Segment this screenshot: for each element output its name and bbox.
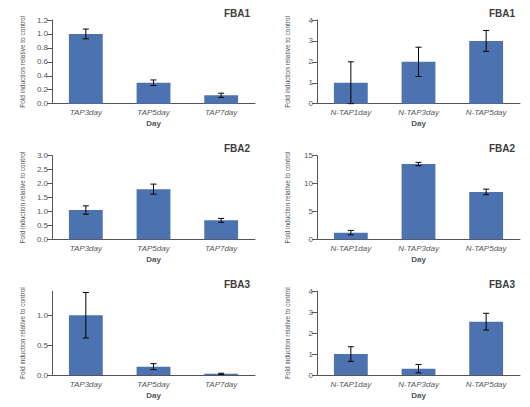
svg-text:3: 3 <box>309 36 314 45</box>
svg-text:TAP3day: TAP3day <box>70 108 103 117</box>
svg-text:1.2: 1.2 <box>37 16 49 25</box>
svg-text:Fold induction relative to con: Fold induction relative to control <box>284 151 291 243</box>
svg-text:0.6: 0.6 <box>37 57 49 66</box>
svg-text:FBA3: FBA3 <box>489 279 516 290</box>
svg-text:FBA3: FBA3 <box>224 279 251 290</box>
svg-text:2.5: 2.5 <box>37 165 49 174</box>
svg-text:N-TAP5day: N-TAP5day <box>466 244 508 253</box>
svg-text:FBA2: FBA2 <box>224 143 251 154</box>
svg-text:TAP5day: TAP5day <box>137 380 170 389</box>
svg-text:Day: Day <box>146 119 161 128</box>
svg-text:TAP5day: TAP5day <box>137 244 170 253</box>
svg-text:Day: Day <box>411 119 426 128</box>
svg-text:10: 10 <box>304 179 313 188</box>
svg-text:0.5: 0.5 <box>37 341 49 350</box>
svg-text:Fold induction relative to con: Fold induction relative to control <box>19 15 26 107</box>
svg-text:TAP7day: TAP7day <box>205 380 238 389</box>
svg-text:5: 5 <box>309 207 314 216</box>
svg-text:Fold induction relative to con: Fold induction relative to control <box>284 15 291 107</box>
svg-text:Fold induction relative to con: Fold induction relative to control <box>284 287 291 379</box>
svg-text:TAP5day: TAP5day <box>137 108 170 117</box>
svg-text:Day: Day <box>411 391 426 400</box>
svg-text:4: 4 <box>309 16 314 25</box>
svg-text:4: 4 <box>309 287 314 296</box>
svg-text:1.0: 1.0 <box>37 207 49 216</box>
svg-text:0.0: 0.0 <box>37 99 49 108</box>
svg-text:Day: Day <box>146 391 161 400</box>
svg-text:N-TAP1day: N-TAP1day <box>330 108 372 117</box>
svg-text:TAP7day: TAP7day <box>205 108 238 117</box>
svg-text:2: 2 <box>309 329 314 338</box>
svg-text:0.5: 0.5 <box>37 221 49 230</box>
svg-text:0.0: 0.0 <box>37 371 49 380</box>
svg-text:N-TAP3day: N-TAP3day <box>398 244 440 253</box>
svg-text:Fold induction relative to con: Fold induction relative to control <box>19 287 26 379</box>
svg-text:Fold induction relative to con: Fold induction relative to control <box>19 151 26 243</box>
svg-text:0.0: 0.0 <box>37 235 49 244</box>
svg-text:Day: Day <box>411 255 426 264</box>
svg-text:TAP3day: TAP3day <box>70 244 103 253</box>
svg-text:N-TAP3day: N-TAP3day <box>398 108 440 117</box>
svg-text:N-TAP5day: N-TAP5day <box>466 108 508 117</box>
svg-text:TAP3day: TAP3day <box>70 380 103 389</box>
svg-text:0.4: 0.4 <box>37 71 49 80</box>
svg-text:FBA1: FBA1 <box>224 8 251 19</box>
svg-text:TAP7day: TAP7day <box>205 244 238 253</box>
svg-text:N-TAP1day: N-TAP1day <box>330 380 372 389</box>
svg-text:0: 0 <box>309 235 314 244</box>
svg-text:N-TAP1day: N-TAP1day <box>330 244 372 253</box>
svg-text:3: 3 <box>309 308 314 317</box>
svg-text:15: 15 <box>304 151 313 160</box>
svg-text:1: 1 <box>309 78 314 87</box>
svg-text:0: 0 <box>309 371 314 380</box>
svg-text:N-TAP5day: N-TAP5day <box>466 380 508 389</box>
svg-text:3.0: 3.0 <box>37 151 49 160</box>
svg-text:1: 1 <box>309 350 314 359</box>
svg-text:FBA2: FBA2 <box>489 143 516 154</box>
svg-text:1.5: 1.5 <box>37 193 49 202</box>
svg-text:0: 0 <box>309 99 314 108</box>
svg-text:0.8: 0.8 <box>37 43 49 52</box>
svg-text:2.0: 2.0 <box>37 179 49 188</box>
svg-text:N-TAP3day: N-TAP3day <box>398 380 440 389</box>
svg-text:FBA1: FBA1 <box>489 8 516 19</box>
svg-text:0.2: 0.2 <box>37 85 49 94</box>
svg-text:1.0: 1.0 <box>37 29 49 38</box>
svg-text:Day: Day <box>146 255 161 264</box>
svg-text:1.0: 1.0 <box>37 311 49 320</box>
svg-text:2: 2 <box>309 57 314 66</box>
